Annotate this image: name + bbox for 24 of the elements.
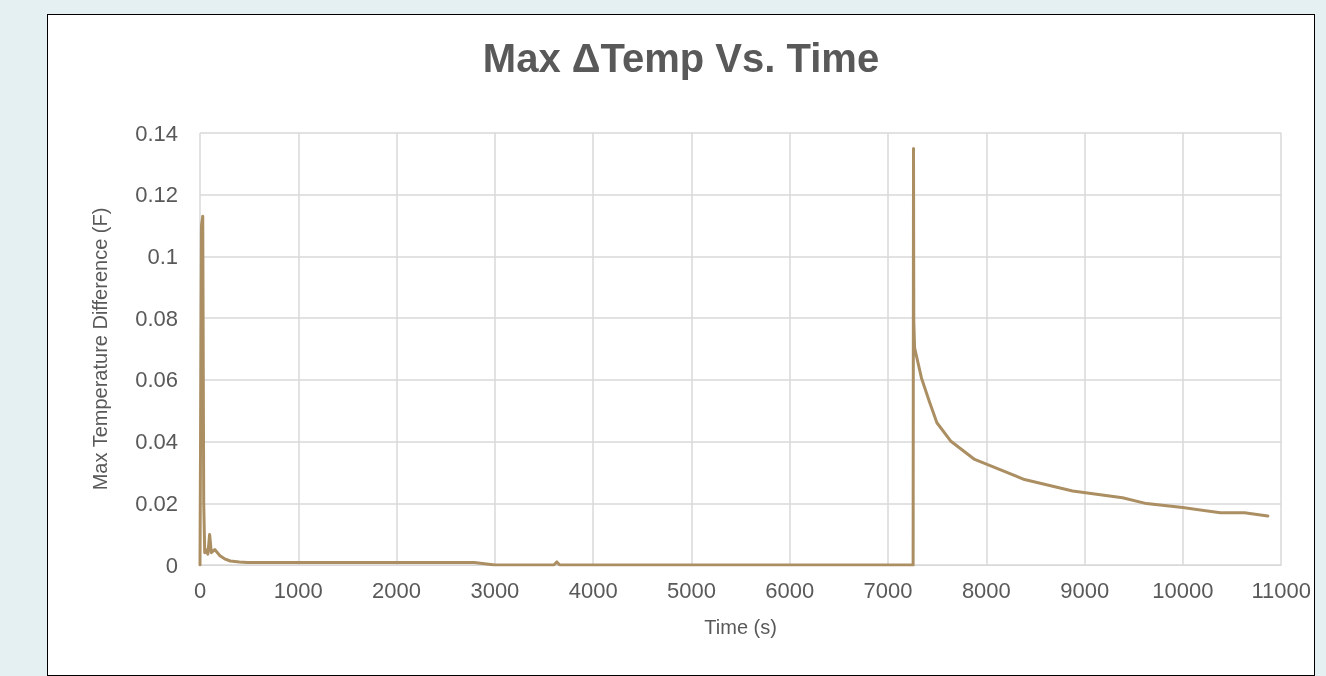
- x-tick-label: 7000: [863, 577, 913, 603]
- y-tick-label: 0.14: [135, 120, 178, 146]
- y-tick-label: 0.08: [135, 305, 178, 331]
- x-tick-label: 4000: [568, 577, 618, 603]
- x-tick-label: 6000: [765, 577, 815, 603]
- x-tick-label: 11000: [1251, 577, 1311, 603]
- x-tick-label: 0: [193, 577, 207, 603]
- x-tick-label: 2000: [372, 577, 422, 603]
- x-tick-label: 10000: [1152, 577, 1214, 603]
- x-tick-label: 5000: [666, 577, 716, 603]
- x-tick-label: 8000: [961, 577, 1011, 603]
- y-tick-label: 0.12: [135, 182, 178, 208]
- y-tick-label: 0.06: [135, 367, 178, 393]
- x-tick-label: 3000: [470, 577, 520, 603]
- line-series: [198, 146, 1270, 567]
- y-axis-title: Max Temperature Difference (F): [89, 207, 111, 491]
- chart-title: Max ΔTemp Vs. Time: [482, 36, 880, 80]
- x-tick-label: 1000: [273, 577, 323, 603]
- y-tick-label: 0.02: [135, 490, 178, 516]
- y-tick-label: 0.04: [135, 429, 178, 455]
- x-axis-title: Time (s): [704, 616, 777, 638]
- x-tick-label: 9000: [1060, 577, 1110, 603]
- y-tick-label: 0: [165, 552, 178, 578]
- y-tick-label: 0.1: [147, 243, 178, 269]
